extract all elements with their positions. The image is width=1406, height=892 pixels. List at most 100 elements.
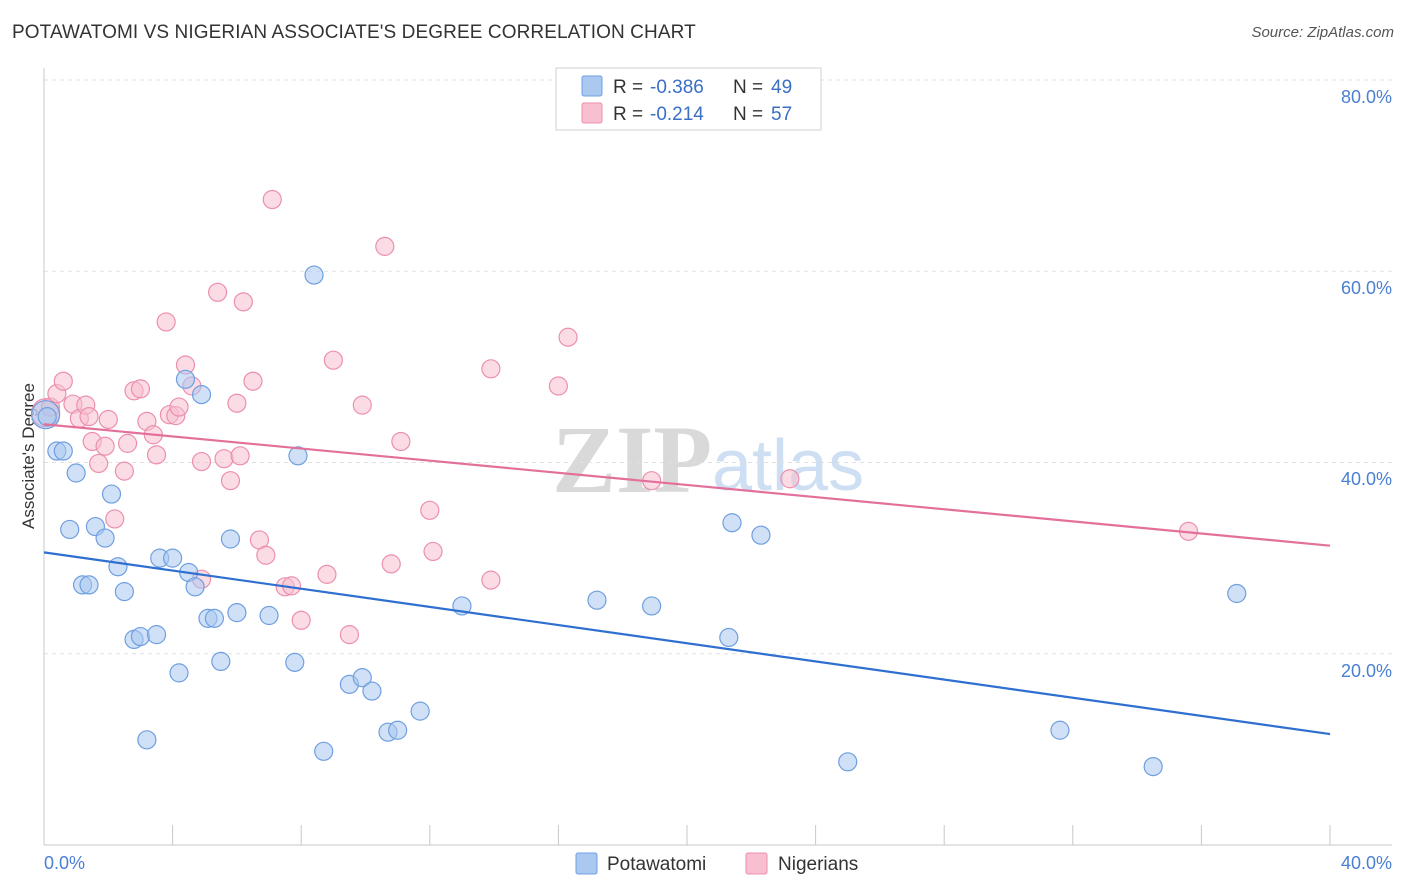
legend-r-label-nigerians: R =: [613, 104, 643, 125]
potawatomi-point: [137, 730, 157, 750]
potawatomi-point: [1227, 583, 1247, 604]
legend-r-label-potawatomi: R =: [613, 77, 643, 98]
nigerians-point: [156, 312, 176, 332]
potawatomi-point: [587, 590, 607, 610]
nigerians-point: [114, 461, 134, 481]
nigerians-point: [243, 371, 263, 391]
potawatomi-point: [288, 446, 308, 466]
nigerians-point: [95, 436, 115, 456]
nigerians-trend-line: [43, 423, 1331, 547]
potawatomi-point: [60, 519, 80, 540]
nigerians-point: [53, 371, 73, 391]
legend-swatch-potawatomi: [581, 75, 603, 97]
correlation-legend: R = -0.386 N = 49 R = -0.214 N = 57: [555, 67, 822, 131]
potawatomi-point: [722, 513, 742, 533]
potawatomi-point: [204, 608, 224, 628]
nigerians-point: [375, 236, 395, 256]
potawatomi-point: [169, 663, 189, 683]
potawatomi-point: [259, 605, 279, 626]
potawatomi-trend-line: [43, 551, 1331, 736]
potawatomi-point: [130, 626, 151, 647]
nigerians-point: [481, 359, 501, 379]
potawatomi-point: [304, 265, 324, 285]
y-tick-label-20: 20.0%: [1341, 661, 1392, 681]
legend-swatch-nigerians: [581, 102, 603, 124]
bottom-legend-swatch-nigerians: [745, 852, 768, 875]
potawatomi-point: [211, 651, 231, 672]
nigerians-point: [89, 453, 109, 474]
potawatomi-point: [838, 752, 858, 772]
nigerians-point: [558, 327, 578, 347]
nigerians-point: [220, 471, 241, 491]
legend-r-value-potawatomi: -0.386: [650, 77, 704, 98]
y-tick-label-80: 80.0%: [1341, 87, 1392, 107]
nigerians-point: [79, 407, 99, 427]
potawatomi-point: [114, 581, 134, 602]
y-tick-label-40: 40.0%: [1341, 469, 1392, 489]
potawatomi-point: [108, 557, 128, 577]
potawatomi-point: [163, 548, 183, 568]
watermark-atlas: atlas: [712, 426, 864, 506]
watermark: ZIP atlas: [552, 406, 864, 513]
nigerians-point: [339, 625, 360, 645]
nigerians-point: [381, 554, 401, 574]
legend-n-label-potawatomi: N =: [733, 77, 763, 98]
legend-r-value-nigerians: -0.214: [650, 104, 704, 125]
watermark-zip: ZIP: [552, 406, 712, 513]
potawatomi-point: [66, 463, 86, 483]
potawatomi-point: [95, 528, 115, 548]
legend-n-value-nigerians: 57: [771, 104, 792, 125]
nigerians-point: [317, 564, 337, 584]
bottom-legend-label-potawatomi: Potawatomi: [607, 854, 706, 875]
bottom-legend-swatch-potawatomi: [575, 852, 598, 875]
nigerians-point: [105, 509, 125, 529]
chart-title: POTAWATOMI VS NIGERIAN ASSOCIATE'S DEGRE…: [12, 22, 696, 43]
potawatomi-point: [642, 596, 662, 616]
nigerians-point: [291, 610, 311, 630]
nigerians-point: [262, 189, 282, 210]
x-tick-label-max: 40.0%: [1341, 853, 1392, 873]
potawatomi-points: [31, 265, 1247, 777]
grid: [44, 79, 1392, 655]
legend-n-label-nigerians: N =: [733, 104, 763, 125]
potawatomi-point: [220, 529, 241, 549]
nigerians-point: [191, 451, 212, 472]
source-label: Source: ZipAtlas.com: [1251, 24, 1394, 41]
y-tick-labels: 80.0% 60.0% 40.0% 20.0%: [1341, 87, 1392, 681]
nigerians-point: [481, 570, 501, 590]
nigerians-point: [130, 379, 151, 399]
potawatomi-point: [191, 385, 212, 405]
potawatomi-point: [352, 668, 372, 688]
nigerians-point: [169, 397, 189, 417]
nigerians-point: [391, 431, 411, 452]
nigerians-point: [227, 393, 247, 413]
nigerians-point: [98, 409, 118, 430]
nigerians-point: [117, 433, 138, 453]
nigerians-point: [146, 445, 167, 465]
potawatomi-point: [719, 627, 739, 648]
bottom-legend-label-nigerians: Nigerians: [778, 854, 858, 875]
nigerians-point: [548, 376, 569, 396]
potawatomi-point: [314, 741, 334, 761]
nigerians-point: [233, 292, 253, 312]
series-legend: Potawatomi Nigerians: [575, 852, 858, 875]
nigerians-point: [352, 395, 372, 415]
potawatomi-point: [285, 652, 305, 672]
potawatomi-point: [227, 603, 247, 623]
potawatomi-point: [37, 407, 57, 427]
potawatomi-point: [388, 720, 408, 740]
nigerians-point: [256, 545, 276, 565]
potawatomi-point: [362, 681, 382, 701]
nigerians-point: [214, 449, 234, 469]
nigerians-point: [208, 282, 228, 302]
potawatomi-point: [53, 441, 73, 461]
potawatomi-point: [751, 525, 771, 545]
potawatomi-point: [101, 484, 122, 504]
potawatomi-point: [1050, 720, 1070, 740]
nigerians-point: [230, 446, 250, 466]
x-axis-ticks: [43, 825, 1331, 845]
nigerians-point: [423, 541, 443, 562]
nigerians-point: [323, 350, 343, 370]
nigerians-point: [420, 500, 440, 520]
